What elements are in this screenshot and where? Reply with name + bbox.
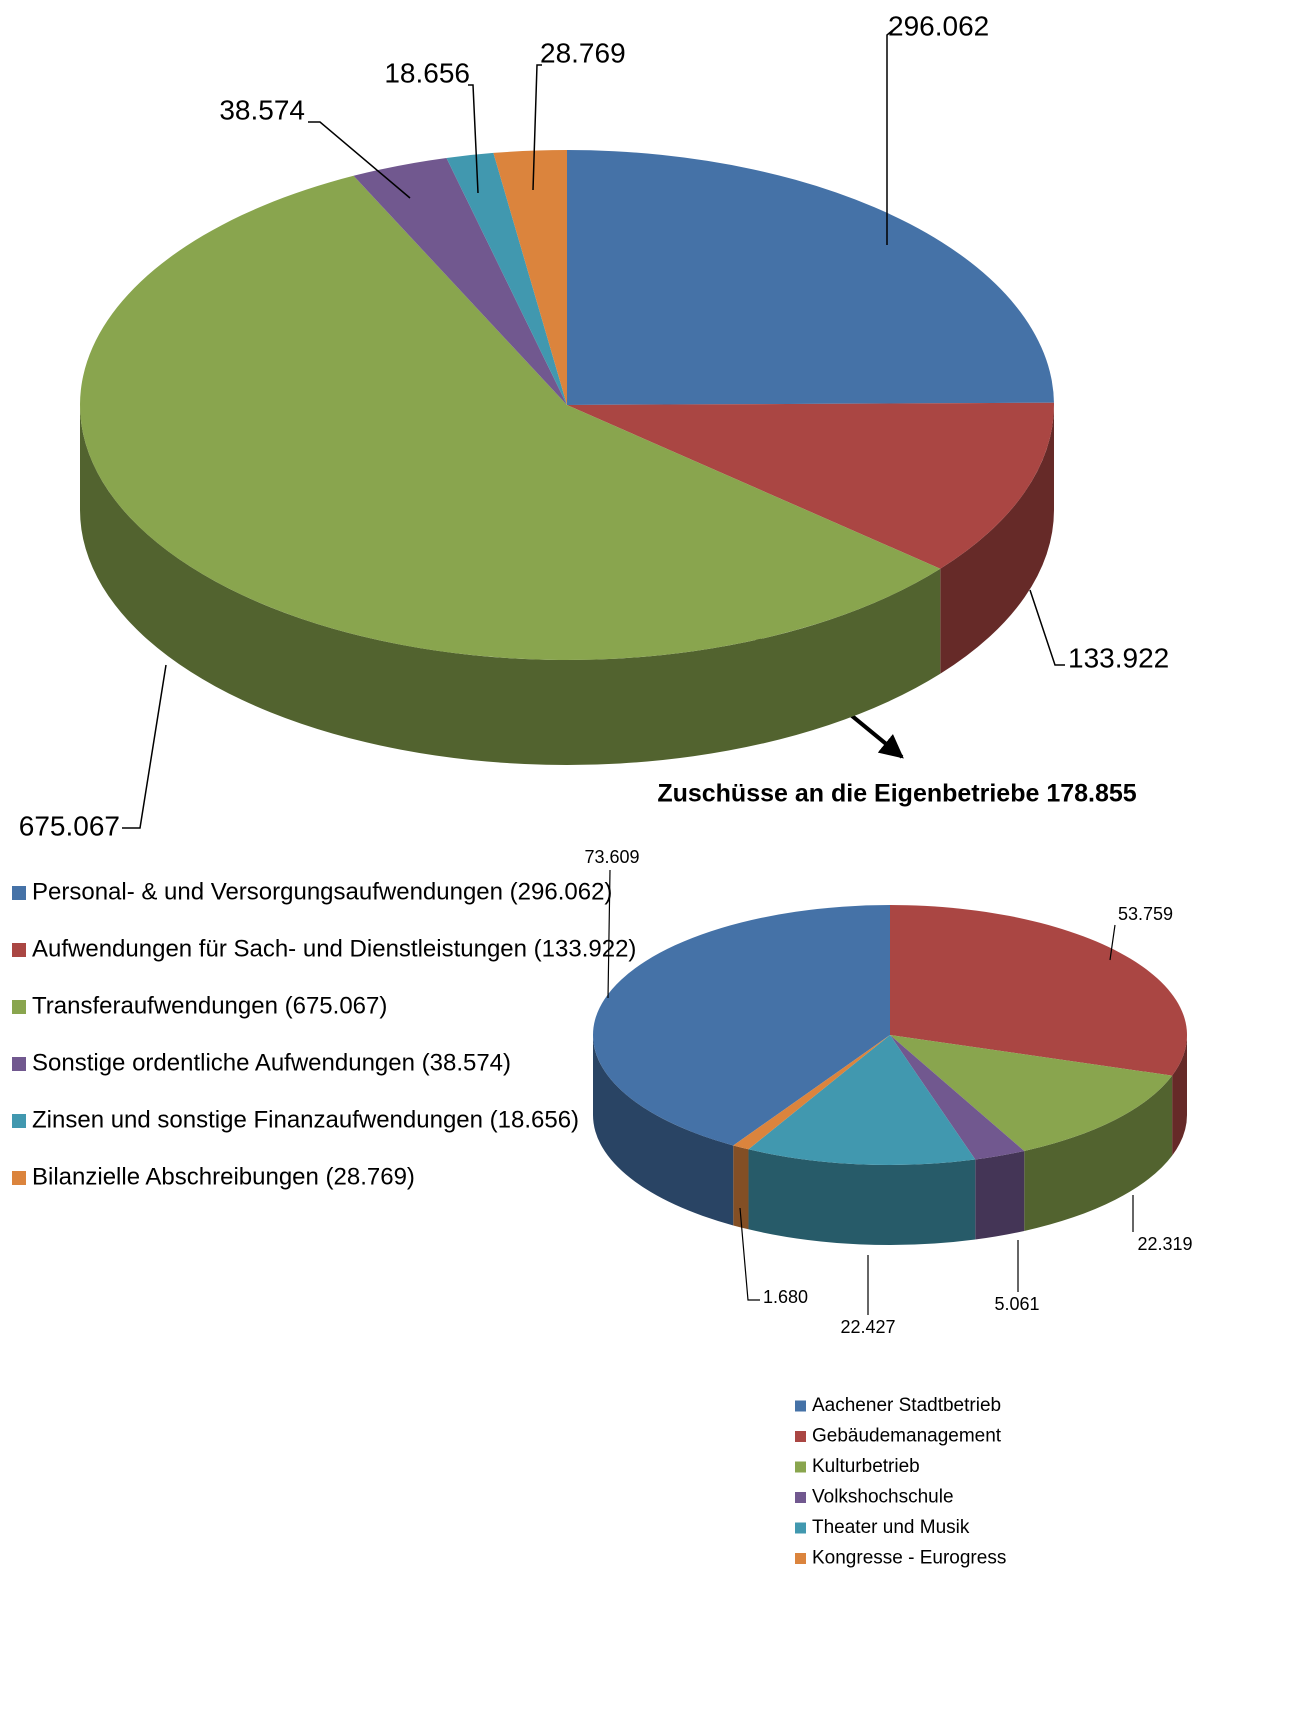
leader-line (739, 1207, 760, 1301)
legend-label: Transferaufwendungen (675.067) (32, 992, 387, 1019)
data-label: 22.319 (1137, 1234, 1192, 1254)
legend-label: Kongresse - Eurogress (812, 1548, 1006, 1569)
slice-side (748, 1149, 976, 1245)
slice-side (1172, 1035, 1187, 1156)
leader-line (122, 664, 167, 829)
legend-swatch (12, 1171, 26, 1185)
slice (890, 1035, 1025, 1160)
legend-label: Personal- & und Versorgungsaufwendungen … (32, 878, 612, 905)
slice-side (1024, 1075, 1173, 1231)
data-label: 1.680 (763, 1287, 808, 1307)
legend-label: Gebäudemanagement (812, 1426, 1002, 1447)
data-label: 296.062 (888, 10, 989, 41)
legend-swatch (795, 1461, 806, 1473)
pie (593, 905, 1187, 1245)
legend-swatch (795, 1431, 806, 1442)
slice-side (940, 405, 1054, 674)
legend-swatch (795, 1553, 806, 1564)
slice (493, 150, 567, 405)
legend-swatch (12, 1057, 26, 1071)
data-label: 22.427 (840, 1317, 895, 1337)
slice (890, 905, 1187, 1076)
legend-label: Kulturbetrieb (812, 1456, 920, 1477)
data-label: 675.067 (19, 810, 120, 841)
leader-line (1109, 924, 1116, 961)
leader-line (607, 869, 611, 999)
legend-label: Aachener Stadtbetrieb (812, 1395, 1001, 1416)
slice-side (80, 405, 941, 766)
chart-title: Zuschüsse an die Eigenbetriebe 178.855 (657, 780, 1136, 808)
legend-swatch (12, 886, 26, 900)
slice (353, 157, 567, 405)
legend-swatch (795, 1522, 806, 1534)
legend-swatch (12, 1114, 26, 1128)
slice (446, 152, 567, 405)
legend-label: Volkshochschule (812, 1487, 954, 1508)
slice (890, 1035, 1173, 1151)
legend-swatch (12, 943, 26, 957)
leader-line (308, 121, 411, 199)
slice (733, 1035, 890, 1150)
legend-label: Bilanzielle Abschreibungen (28.769) (32, 1163, 415, 1190)
legend-swatch (795, 1400, 806, 1412)
leader-line (468, 84, 479, 194)
legend-label: Aufwendungen für Sach- und Dienstleistun… (32, 935, 636, 962)
data-label: 73.609 (584, 847, 639, 867)
data-label: 5.061 (994, 1294, 1039, 1314)
data-label: 18.656 (384, 57, 470, 88)
leader-line (532, 64, 542, 191)
slice-side (593, 1035, 734, 1226)
slice (748, 1035, 976, 1165)
legend-swatch (795, 1492, 806, 1503)
data-label: 28.769 (540, 37, 626, 68)
legend-label: Theater und Musik (812, 1517, 970, 1538)
slice (567, 402, 1054, 569)
legend-label: Sonstige ordentliche Aufwendungen (38.57… (32, 1049, 511, 1076)
data-label: 133.922 (1068, 642, 1169, 673)
leader-line (1029, 589, 1065, 666)
legend-swatch (12, 1000, 26, 1014)
slice-side (733, 1145, 749, 1230)
slice (80, 175, 941, 660)
data-label: 38.574 (219, 94, 305, 125)
leader-line (886, 29, 894, 245)
legend-label: Zinsen und sonstige Finanzaufwendungen (… (32, 1106, 579, 1133)
data-label: 53.759 (1118, 904, 1173, 924)
slice-side (975, 1150, 1025, 1240)
slice (593, 905, 890, 1146)
slice (567, 150, 1054, 405)
pie (80, 150, 1054, 766)
